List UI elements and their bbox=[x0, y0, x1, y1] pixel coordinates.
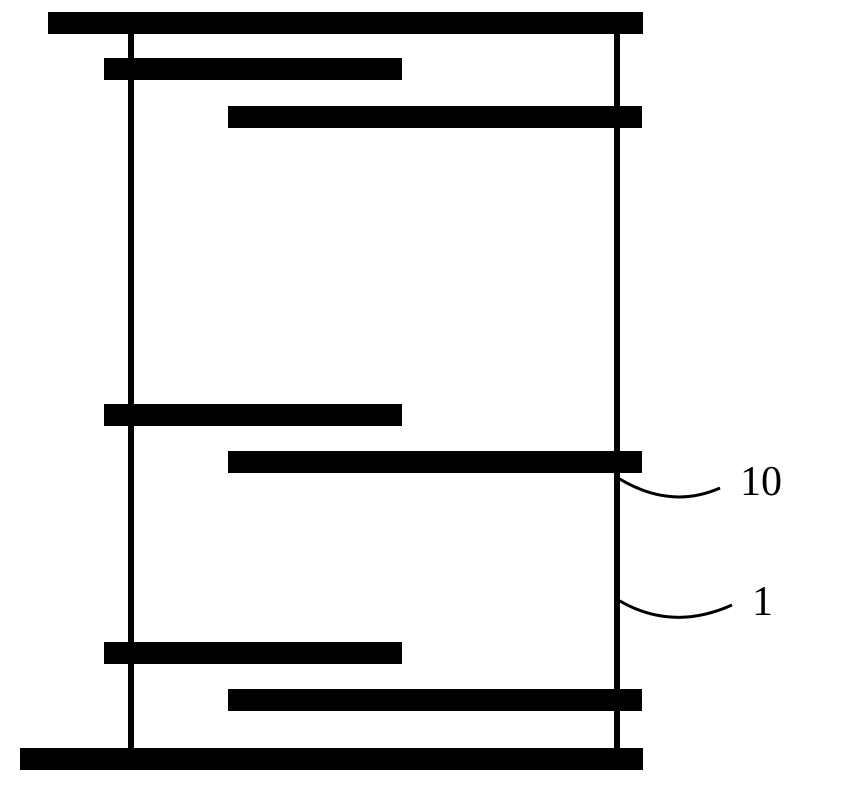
leader-10 bbox=[618, 478, 720, 497]
label-1: 1 bbox=[752, 578, 773, 626]
structural-diagram: 10 1 bbox=[0, 0, 855, 785]
leader-lines bbox=[0, 0, 855, 785]
label-10: 10 bbox=[740, 458, 782, 506]
leader-1 bbox=[618, 600, 732, 617]
